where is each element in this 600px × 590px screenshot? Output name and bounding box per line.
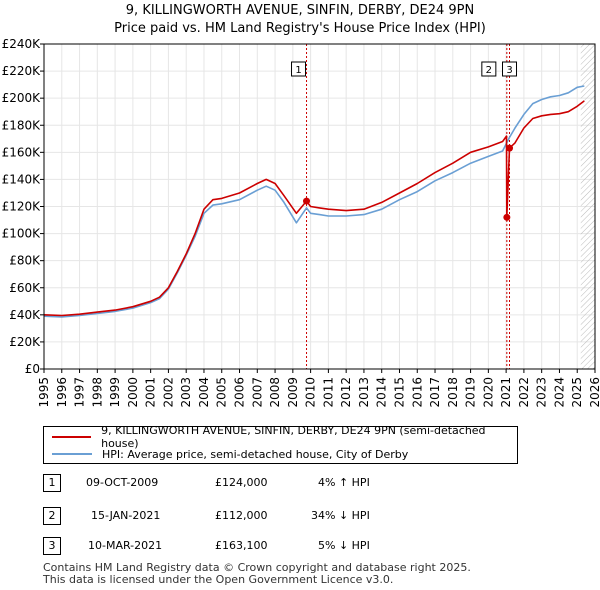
y-tick-label: £0 <box>25 362 40 376</box>
transaction-price: £163,100 <box>215 539 268 552</box>
annotation-label: 1 <box>295 65 301 76</box>
transaction-hpi-diff: 5% ↓ HPI <box>318 539 370 552</box>
y-tick-label: £200K <box>2 91 42 105</box>
y-tick-label: £220K <box>2 64 42 78</box>
transaction-hpi-diff: 34% ↓ HPI <box>311 509 370 522</box>
chart-title: 9, KILLINGWORTH AVENUE, SINFIN, DERBY, D… <box>125 3 475 18</box>
hpi-line <box>43 85 585 318</box>
y-tick-label: £160K <box>2 145 42 159</box>
transaction-point <box>506 144 514 152</box>
x-tick-label: 2016 <box>410 377 424 408</box>
transaction-point <box>303 197 311 205</box>
x-tick-label: 1996 <box>55 377 69 408</box>
y-tick-label: £140K <box>2 172 42 186</box>
annotation-labels: 1 2 3 <box>291 61 518 77</box>
transaction-point <box>503 213 511 221</box>
x-tick-label: 1998 <box>90 377 104 408</box>
transaction-hpi-diff: 4% ↑ HPI <box>318 476 370 489</box>
x-tick-label: 2020 <box>481 377 495 408</box>
x-tick-label: 2010 <box>304 377 318 408</box>
transaction-row: 2 15-JAN-2021 £112,000 34% ↓ HPI <box>43 507 563 527</box>
x-tick-label: 2011 <box>321 377 335 408</box>
chart-subtitle: Price paid vs. HM Land Registry's House … <box>114 21 486 36</box>
x-tick-label: 1999 <box>108 377 122 408</box>
x-tick-label: 2024 <box>552 377 566 408</box>
transaction-row: 3 10-MAR-2021 £163,100 5% ↓ HPI <box>43 537 563 557</box>
x-tick-label: 2021 <box>499 377 513 408</box>
transaction-number: 3 <box>43 537 61 555</box>
y-tick-label: £20K <box>9 335 41 349</box>
y-tick-label: £100K <box>2 227 42 241</box>
annotation-box <box>502 61 518 77</box>
transaction-price: £124,000 <box>215 476 268 489</box>
transaction-date: 15-JAN-2021 <box>91 509 161 522</box>
transaction-points <box>303 144 514 221</box>
transaction-price: £112,000 <box>215 509 268 522</box>
x-tick-label: 2003 <box>179 377 193 408</box>
y-tick-label: £60K <box>9 281 41 295</box>
x-tick-label: 2002 <box>161 377 175 408</box>
y-tick-label: £120K <box>2 200 42 214</box>
x-tick-label: 2023 <box>535 377 549 408</box>
x-tick-label: 2007 <box>250 377 264 408</box>
y-axis: £0 £20K £40K £60K £80K £100K £120K £140K £160K £1… <box>2 37 44 376</box>
annotation-label: 2 <box>486 65 492 76</box>
x-tick-label: 2017 <box>428 377 442 408</box>
x-tick-label: 2013 <box>357 377 371 408</box>
grid <box>43 43 596 370</box>
transaction-number: 1 <box>43 474 61 492</box>
transaction-date: 10-MAR-2021 <box>88 539 163 552</box>
x-tick-label: 2000 <box>126 377 140 408</box>
legend-item-hpi: HPI: Average price, semi-detached house,… <box>52 446 408 462</box>
y-tick-label: £240K <box>2 37 42 51</box>
x-tick-label: 2019 <box>464 377 478 408</box>
legend: 9, KILLINGWORTH AVENUE, SINFIN, DERBY, D… <box>43 424 518 464</box>
transaction-date: 09-OCT-2009 <box>86 476 159 489</box>
series-lines <box>43 85 585 318</box>
x-tick-label: 1995 <box>37 377 51 408</box>
x-tick-label: 2008 <box>268 377 282 408</box>
legend-label-hpi: HPI: Average price, semi-detached house,… <box>102 447 409 461</box>
x-tick-label: 2026 <box>588 377 600 408</box>
y-tick-label: £40K <box>9 308 41 322</box>
transaction-row: 1 09-OCT-2009 £124,000 4% ↑ HPI <box>43 474 563 494</box>
x-tick-label: 2022 <box>517 377 531 408</box>
x-tick-label: 2012 <box>339 377 353 408</box>
property-line-swatch <box>52 436 92 438</box>
x-tick-label: 2025 <box>570 377 584 408</box>
price-chart: 1 2 3 £0 £20K £40K £60K £80K £100K £120K £140K £16… <box>2 37 600 408</box>
legend-label-property: 9, KILLINGWORTH AVENUE, SINFIN, DERBY, D… <box>101 424 486 450</box>
x-tick-label: 2015 <box>392 377 406 408</box>
x-tick-label: 2009 <box>286 377 300 408</box>
annotation-box <box>291 61 307 77</box>
y-tick-label: £80K <box>9 254 41 268</box>
annotation-label: 3 <box>506 65 512 76</box>
x-axis: 1995 1996 1997 1998 1999 2000 2001 2002 2003 2004… <box>37 369 600 408</box>
x-tick-label: 2014 <box>375 377 389 408</box>
x-tick-label: 1997 <box>73 377 87 408</box>
forecast-hatch <box>580 44 595 369</box>
footer-license: This data is licensed under the Open Gov… <box>43 573 394 586</box>
transaction-number: 2 <box>43 507 61 525</box>
annotation-box <box>481 61 497 77</box>
hpi-line-swatch <box>52 453 92 455</box>
y-tick-label: £180K <box>2 118 42 132</box>
x-tick-label: 2005 <box>215 377 229 408</box>
x-tick-label: 2001 <box>144 377 158 408</box>
x-tick-label: 2018 <box>446 377 460 408</box>
x-tick-label: 2004 <box>197 377 211 408</box>
x-tick-label: 2006 <box>233 377 247 408</box>
legend-item-property: 9, KILLINGWORTH AVENUE, SINFIN, DERBY, D… <box>52 424 517 450</box>
footer-copyright: Contains HM Land Registry data © Crown c… <box>43 561 471 574</box>
property-price-line <box>43 100 585 317</box>
